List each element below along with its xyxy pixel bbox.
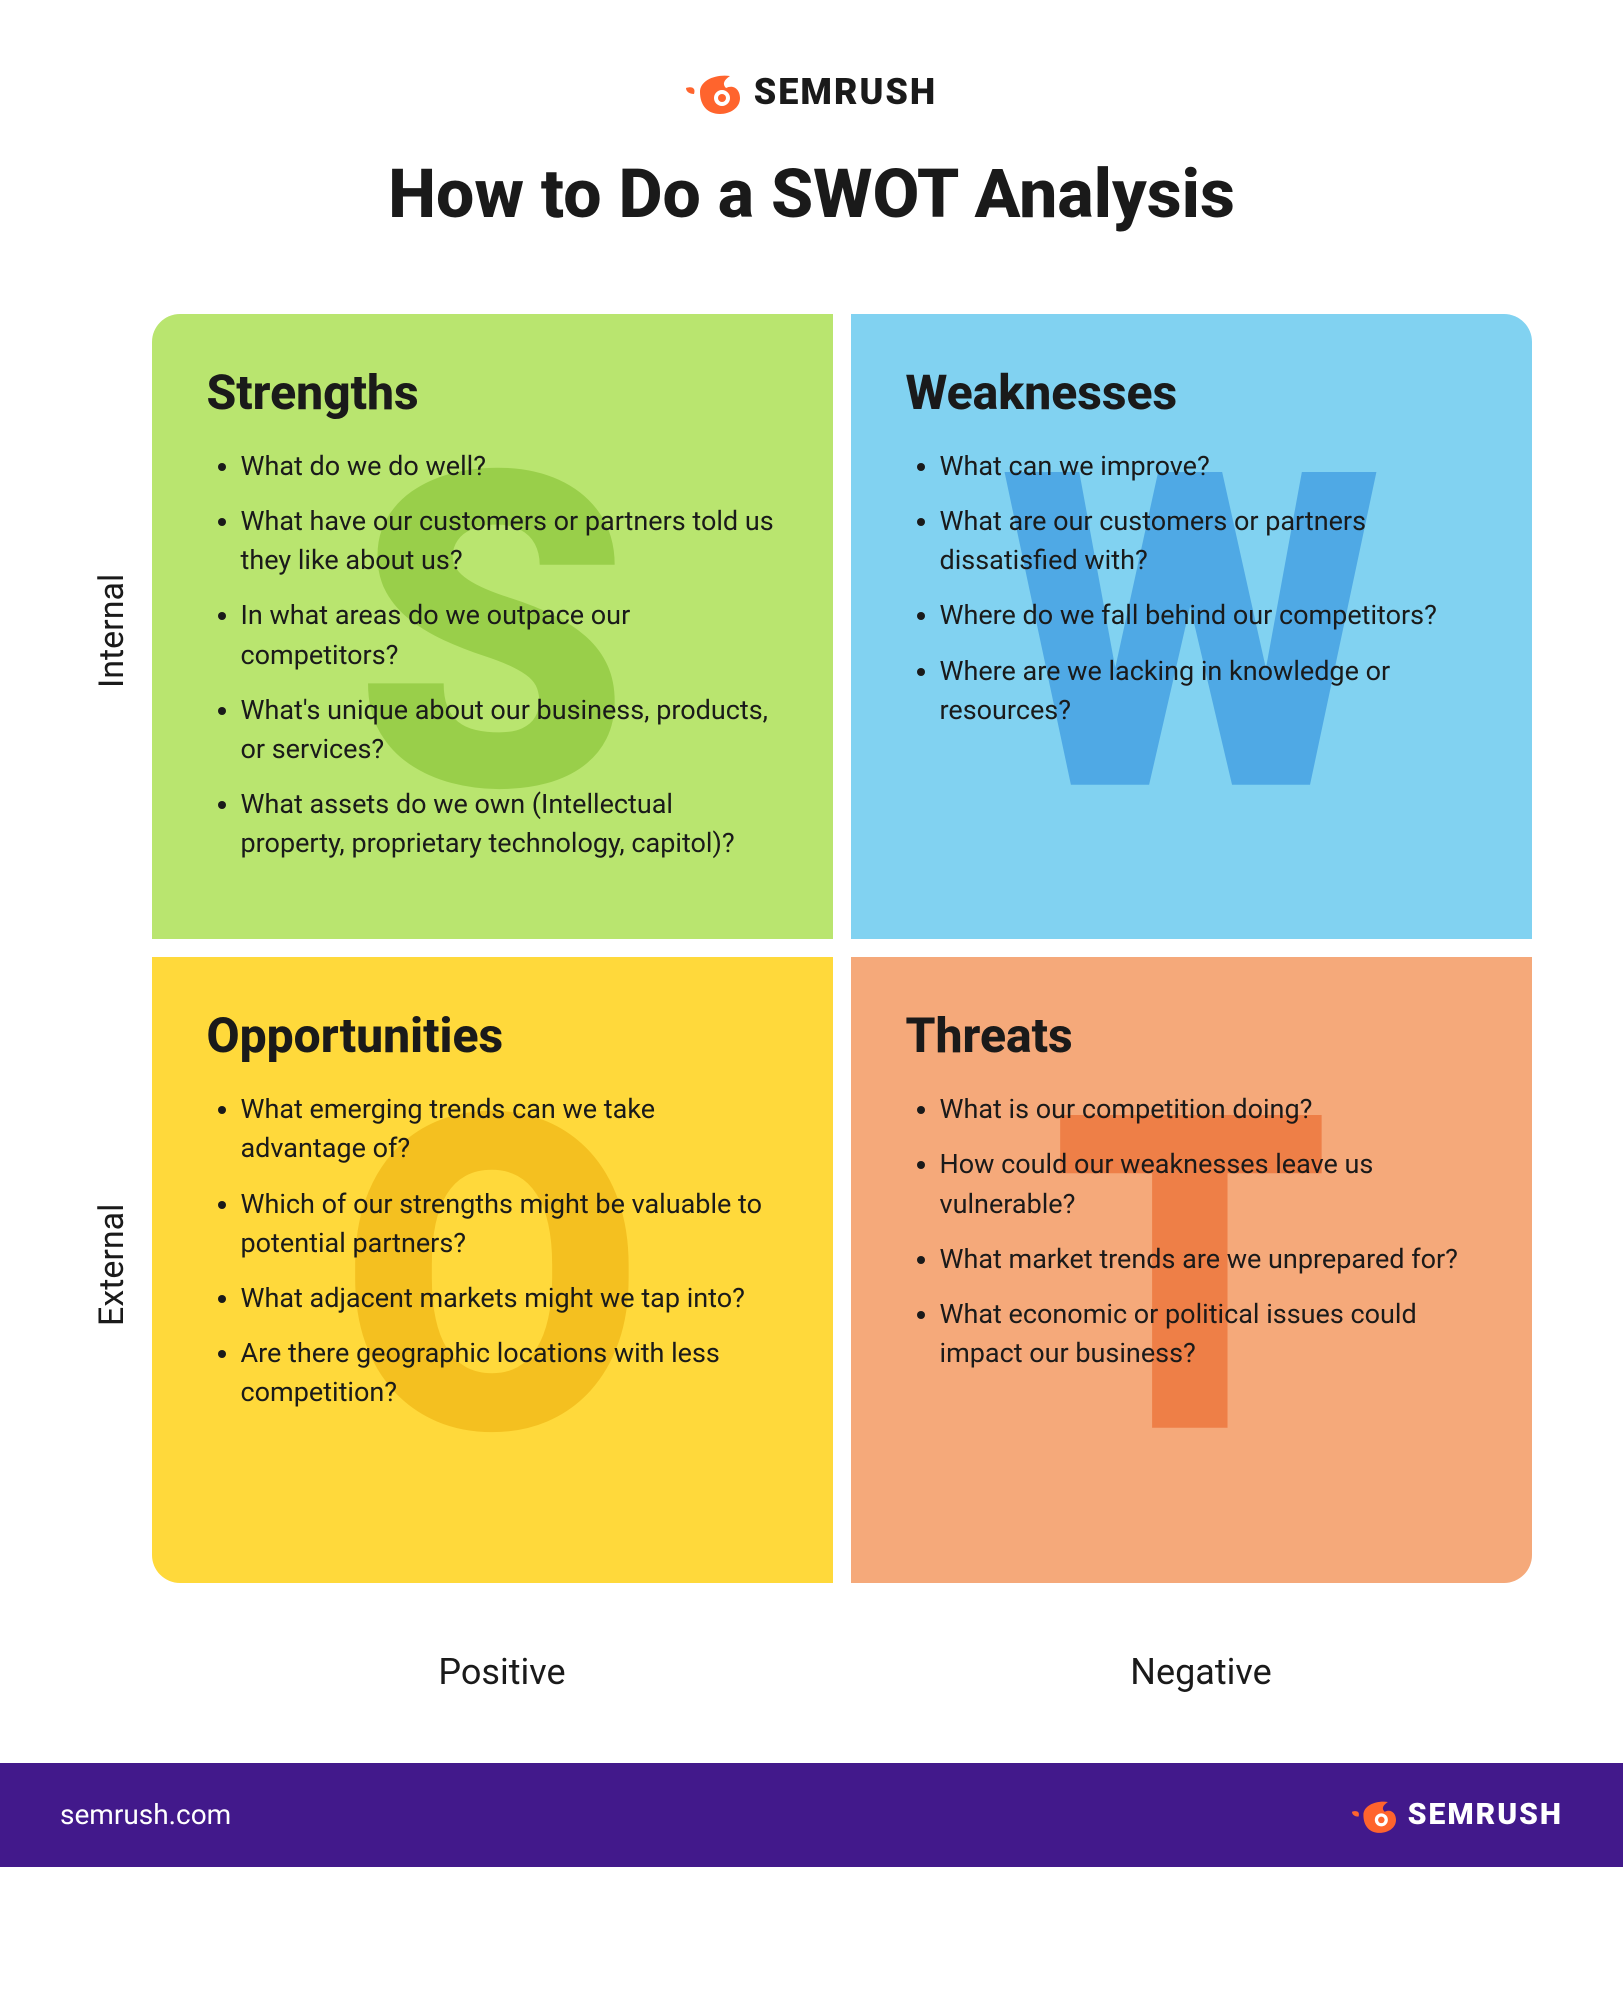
brand-name-footer: SEMRUSH (1408, 1797, 1563, 1832)
list-item: What do we do well? (241, 447, 778, 486)
page-title: How to Do a SWOT Analysis (0, 154, 1623, 234)
bullet-list-weaknesses: What can we improve? What are our custom… (906, 447, 1477, 730)
list-item: What are our customers or partners dissa… (940, 502, 1477, 580)
quad-title-opportunities: Opportunities (207, 1007, 778, 1064)
quad-title-strengths: Strengths (207, 364, 778, 421)
swot-container: Internal External S Strengths What do we… (0, 314, 1623, 1623)
list-item: What's unique about our business, produc… (241, 691, 778, 769)
footer-url: semrush.com (60, 1798, 231, 1831)
col-label-negative: Negative (861, 1651, 1542, 1693)
list-item: What adjacent markets might we tap into? (241, 1279, 778, 1318)
footer: semrush.com SEMRUSH (0, 1763, 1623, 1867)
row-axis-labels: Internal External (92, 314, 152, 1583)
row-label-internal: Internal (92, 351, 132, 911)
bullet-list-threats: What is our competition doing? How could… (906, 1090, 1477, 1373)
list-item: What emerging trends can we take advanta… (241, 1090, 778, 1168)
col-label-positive: Positive (162, 1651, 843, 1693)
list-item: Are there geographic locations with less… (241, 1334, 778, 1412)
brand-logo-footer: SEMRUSH (1352, 1797, 1563, 1833)
list-item: What is our competition doing? (940, 1090, 1477, 1129)
quadrant-threats: T Threats What is our competition doing?… (851, 957, 1532, 1582)
list-item: Which of our strengths might be valuable… (241, 1185, 778, 1263)
list-item: How could our weaknesses leave us vulner… (940, 1145, 1477, 1223)
list-item: What assets do we own (Intellectual prop… (241, 785, 778, 863)
quadrant-strengths: S Strengths What do we do well? What hav… (152, 314, 833, 939)
column-axis-labels: Positive Negative (0, 1623, 1623, 1763)
page: SEMRUSH How to Do a SWOT Analysis Intern… (0, 0, 1623, 1867)
brand-logo-top: SEMRUSH (0, 70, 1623, 114)
list-item: What market trends are we unprepared for… (940, 1240, 1477, 1279)
quadrant-weaknesses: W Weaknesses What can we improve? What a… (851, 314, 1532, 939)
bullet-list-opportunities: What emerging trends can we take advanta… (207, 1090, 778, 1412)
list-item: Where do we fall behind our competitors? (940, 596, 1477, 635)
bullet-list-strengths: What do we do well? What have our custom… (207, 447, 778, 863)
brand-name-top: SEMRUSH (754, 71, 937, 113)
list-item: Where are we lacking in knowledge or res… (940, 652, 1477, 730)
list-item: What have our customers or partners told… (241, 502, 778, 580)
quadrant-opportunities: O Opportunities What emerging trends can… (152, 957, 833, 1582)
row-label-external: External (92, 985, 132, 1545)
quad-title-threats: Threats (906, 1007, 1477, 1064)
list-item: What can we improve? (940, 447, 1477, 486)
flame-icon (686, 70, 740, 114)
swot-grid: S Strengths What do we do well? What hav… (152, 314, 1532, 1583)
flame-icon (1352, 1797, 1396, 1833)
quad-title-weaknesses: Weaknesses (906, 364, 1477, 421)
list-item: What economic or political issues could … (940, 1295, 1477, 1373)
list-item: In what areas do we outpace our competit… (241, 596, 778, 674)
